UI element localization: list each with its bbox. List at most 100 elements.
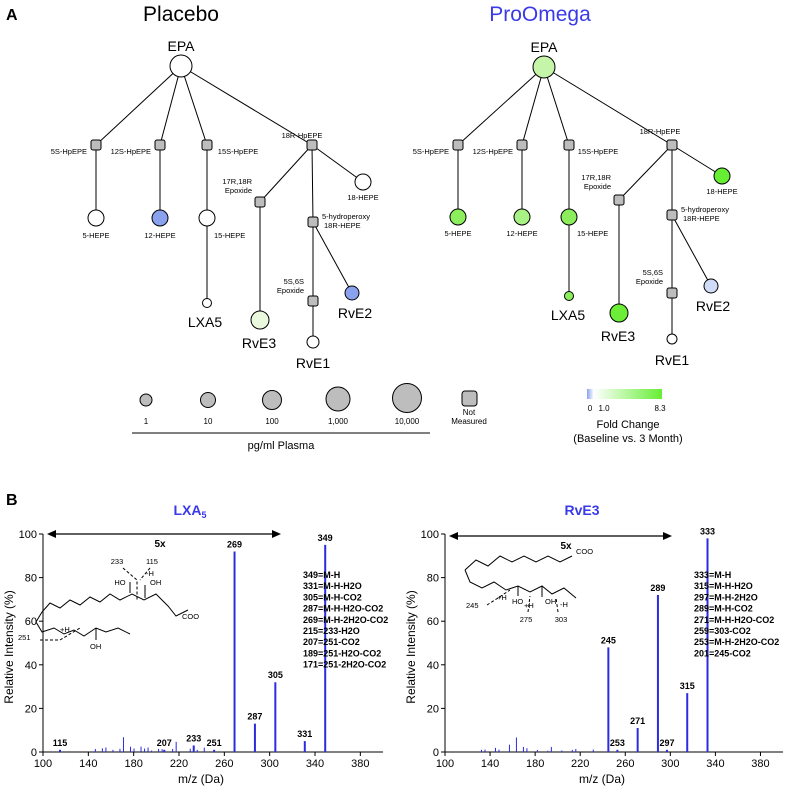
- rve3-x-tick-label: 100: [436, 758, 454, 770]
- label-5s-hpepe: 5S-HpEPE: [413, 147, 449, 156]
- label-epoxide-1: Epoxide: [584, 182, 611, 191]
- size-label-1000: 1,000: [328, 417, 349, 426]
- hydroperoxy-node: [666, 209, 678, 221]
- size-legend-circle-1000: [325, 386, 351, 412]
- label-12s-hpepe: 12S-HpEPE: [473, 147, 513, 156]
- lxa5-peak-label: 233: [186, 733, 201, 743]
- hpepe-18r-node: [306, 139, 318, 151]
- lxa5-frag-233-label: 233: [111, 557, 124, 566]
- rve3-x-tick-label: 140: [481, 758, 499, 770]
- hepe-5-node: [449, 208, 467, 226]
- hepe-5-node: [87, 209, 105, 227]
- hpepe-12s-node: [516, 139, 528, 151]
- label-17r18r: 17R,18R: [581, 173, 611, 182]
- fold-change-labels: 0 1.0 8.3 Fold Change (Baseline vs. 3 Mo…: [573, 404, 682, 445]
- fold-tick-83: 8.3: [654, 404, 666, 413]
- rve3-zoom-arrow: 5x: [449, 532, 672, 552]
- size-legend: [132, 383, 478, 434]
- label-rve2: RvE2: [696, 298, 730, 314]
- hpepe-5s-node: [90, 139, 102, 151]
- lxa5-x-tick-label: 340: [306, 758, 324, 770]
- label-5-hepe: 5-HEPE: [82, 231, 109, 240]
- rve3-frag-245: [486, 589, 511, 606]
- lxa5-ion-entry: 305=M-H-CO2: [303, 592, 362, 602]
- rve3-structure: [464, 555, 577, 613]
- label-18r-hepe: 18R-HEPE: [324, 221, 361, 230]
- lxa5-peak-label: 207: [157, 738, 172, 748]
- not-measured-line2: Measured: [451, 417, 487, 426]
- lxa5-peak-label: 269: [227, 539, 242, 549]
- label-lxa5: LXA5: [551, 307, 585, 323]
- lxa5-noise-peaks: [94, 737, 205, 752]
- rve1-node: [306, 335, 320, 349]
- size-label-10: 10: [204, 417, 213, 426]
- lxa5-ion-entry: 331=M-H-H2O: [303, 581, 362, 591]
- size-legend-circle-1: [139, 393, 153, 407]
- lxa5-ion-entry: 171=251-2H2O-CO2: [303, 660, 386, 670]
- epa-node: [169, 54, 193, 78]
- rve3-ion-entry: 253=M-H-2H2O-CO2: [694, 637, 779, 647]
- lxa5-peak-label: 251: [207, 738, 222, 748]
- proomega-labels: 5S-HpEPE 12S-HpEPE 15S-HpEPE 18R-HpEPE 5…: [413, 127, 738, 286]
- lxa5-arrow-right: [272, 530, 281, 538]
- label-lxa5: LXA5: [188, 314, 222, 330]
- fold-tick-1: 1.0: [598, 404, 610, 413]
- not-measured-line1: Not: [463, 408, 476, 417]
- rve3-peak-label: 289: [650, 583, 665, 593]
- hydroperoxy-node: [307, 216, 319, 228]
- rve3-x-tick-label: 340: [706, 758, 724, 770]
- rve3-noise-peaks: [481, 737, 594, 752]
- label-15-hepe: 15-HEPE: [214, 231, 245, 240]
- rve3-ion-entry: 271=M-H-H2O-CO2: [694, 615, 774, 625]
- label-epoxide-2: Epoxide: [277, 286, 304, 295]
- label-rve1: RvE1: [296, 355, 330, 371]
- placebo-labels: 5S-HpEPE 12S-HpEPE 15S-HpEPE 18R-HpEPE 5…: [51, 131, 379, 295]
- lxa5-x-tick-label: 300: [260, 758, 278, 770]
- label-12-hepe: 12-HEPE: [506, 229, 537, 238]
- lxa5-y-tick-label: 80: [25, 573, 37, 585]
- lxa5-title: LXA5: [173, 502, 206, 520]
- rve3-ion-entry: 297=M-H-2H2O: [694, 592, 758, 602]
- label-15s-hpepe: 15S-HpEPE: [218, 147, 258, 156]
- rve3-x-tick-label: 260: [616, 758, 634, 770]
- label-rve3: RvE3: [601, 328, 635, 344]
- lxa5-plush-label: +H: [60, 625, 70, 634]
- lxa5-frag-251-label: 251: [18, 633, 31, 642]
- lxa5-structure: [35, 567, 189, 641]
- rve3-ylabel: Relative Intensity (%): [404, 590, 418, 703]
- label-epoxide-2: Epoxide: [636, 277, 663, 286]
- rve3-zoom-label: 5x: [560, 541, 572, 552]
- rve3-frag-245-label: 245: [466, 601, 479, 610]
- epoxide-17r18r-node: [613, 194, 625, 206]
- lxa5-peak-label: 305: [268, 670, 283, 680]
- lxa5-frag-115: [139, 567, 151, 581]
- lxa5-spectrum: [59, 544, 327, 752]
- lxa5-zoom-label: 5x: [154, 539, 166, 550]
- lxa5-title-sub: 5: [201, 510, 206, 520]
- rve3-x-tick-label: 300: [661, 758, 679, 770]
- label-18-hepe: 18-HEPE: [706, 187, 737, 196]
- rve3-node: [609, 303, 629, 323]
- lxa5-ion-entry: 207=251-CO2: [303, 637, 360, 647]
- lxa5-ylabel: Relative Intensity (%): [2, 590, 16, 703]
- lxa5-x-tick-label: 140: [79, 758, 97, 770]
- rve3-y-tick-label: 40: [427, 660, 439, 672]
- rve3-y-tick-label: 80: [427, 573, 439, 585]
- size-legend-circle-100: [262, 390, 282, 410]
- label-17r18r: 17R,18R: [222, 177, 252, 186]
- size-legend-circle-10: [200, 392, 216, 408]
- panel-b-letter: B: [6, 492, 18, 509]
- rve3-y-tick-label: 20: [427, 703, 439, 715]
- size-legend-labels: 1 10 100 1,000 10,000 Not Measured pg/ml…: [144, 408, 487, 452]
- lxa5-peak-label: 349: [318, 533, 333, 543]
- label-18-hepe: 18-HEPE: [347, 193, 378, 202]
- lxa5-x-tick-label: 180: [124, 758, 142, 770]
- size-label-1: 1: [144, 417, 149, 426]
- placebo-big-labels: EPA LXA5 RvE3 RvE2 RvE1: [168, 38, 373, 371]
- rve1-node: [666, 333, 678, 345]
- rve3-peak-label: 297: [659, 738, 674, 748]
- hpepe-15s-node: [563, 139, 575, 151]
- lxa5-oh2-label: OH: [90, 642, 101, 651]
- rve3-frag-275-label: 275: [520, 615, 533, 624]
